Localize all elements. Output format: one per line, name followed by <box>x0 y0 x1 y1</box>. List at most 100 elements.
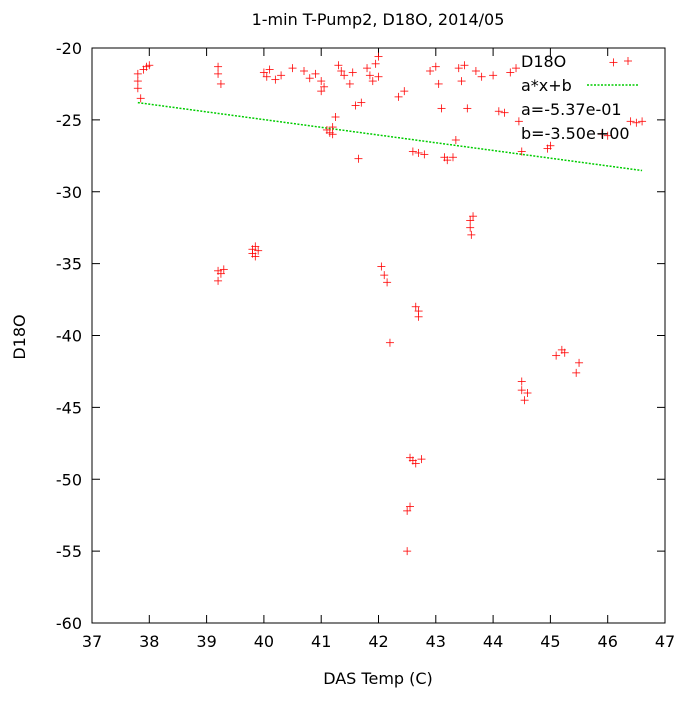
data-point <box>517 377 526 386</box>
data-point <box>546 141 555 150</box>
data-point <box>214 276 223 285</box>
data-point <box>457 77 466 86</box>
data-point <box>431 62 440 71</box>
data-point <box>517 147 526 156</box>
data-point <box>411 459 420 468</box>
data-point <box>520 396 529 405</box>
data-point <box>337 67 346 75</box>
data-point <box>403 547 412 556</box>
data-point <box>271 75 280 84</box>
data-point <box>500 108 509 117</box>
x-tick-label: 45 <box>540 632 560 651</box>
data-point <box>597 130 606 139</box>
y-tick-label: -55 <box>56 542 82 561</box>
data-point <box>317 87 326 96</box>
data-point <box>426 67 435 75</box>
data-point <box>454 64 463 73</box>
data-point <box>133 69 142 78</box>
y-tick-label: -25 <box>56 111 82 130</box>
data-point <box>494 107 503 116</box>
y-tick-label: -30 <box>56 183 82 202</box>
data-point <box>406 502 415 511</box>
data-point <box>467 230 476 239</box>
data-point <box>411 302 420 311</box>
x-tick-label: 46 <box>598 632 618 651</box>
data-point <box>434 79 443 88</box>
data-point <box>300 67 309 75</box>
data-point <box>477 72 486 81</box>
legend: D18O a*x+b a=-5.37e-01 b=-3.50e+00 <box>521 52 638 143</box>
annotation-intercept: b=-3.50e+00 <box>521 124 630 143</box>
data-point <box>632 118 641 127</box>
data-point <box>214 69 223 78</box>
data-point <box>288 64 297 73</box>
x-tick-label: 47 <box>655 632 675 651</box>
data-point <box>466 223 475 232</box>
fit-line <box>137 101 643 172</box>
data-point <box>463 104 472 113</box>
data-point <box>489 71 498 80</box>
data-point <box>394 92 403 101</box>
data-point <box>638 117 647 126</box>
data-point <box>377 262 386 271</box>
data-point <box>317 77 326 86</box>
data-point <box>383 278 392 287</box>
data-point <box>469 212 478 221</box>
x-tick-label: 44 <box>483 632 503 651</box>
data-point <box>626 117 635 126</box>
data-point <box>517 386 526 395</box>
data-point <box>363 64 372 73</box>
chart-title: 1-min T-Pump2, D18O, 2014/05 <box>252 10 505 29</box>
data-point <box>368 77 377 86</box>
data-point <box>437 104 446 113</box>
data-point <box>371 59 380 68</box>
x-axis-label: DAS Temp (C) <box>323 669 433 688</box>
y-tick-label: -20 <box>56 39 82 58</box>
data-point <box>340 71 349 80</box>
data-point <box>506 68 515 77</box>
data-point <box>408 147 417 156</box>
data-point <box>403 506 412 515</box>
data-point <box>262 72 271 81</box>
legend-label-fit: a*x+b <box>521 76 572 95</box>
data-point <box>311 69 320 78</box>
data-point <box>603 131 612 140</box>
data-point <box>277 71 286 80</box>
data-point <box>609 58 618 67</box>
x-tick-label: 41 <box>311 632 331 651</box>
x-tick-label: 40 <box>254 632 274 651</box>
y-tick-label: -45 <box>56 398 82 417</box>
data-point <box>219 265 228 274</box>
data-point <box>552 351 561 360</box>
data-point <box>443 156 452 165</box>
y-tick-label: -35 <box>56 255 82 274</box>
data-point <box>460 61 469 70</box>
x-tick-label: 43 <box>426 632 446 651</box>
data-point <box>328 123 337 132</box>
x-tick-label: 37 <box>82 632 102 651</box>
data-point <box>560 348 569 357</box>
annotation-slope: a=-5.37e-01 <box>521 100 622 119</box>
data-point <box>136 94 145 103</box>
y-tick-label: -50 <box>56 470 82 489</box>
data-point <box>265 65 274 74</box>
x-tick-label: 38 <box>139 632 159 651</box>
data-point <box>334 61 343 70</box>
data-point <box>214 62 223 71</box>
data-point <box>133 77 142 86</box>
data-point <box>512 64 521 73</box>
y-tick-label: -60 <box>56 614 82 633</box>
data-point <box>254 246 263 255</box>
data-point <box>216 79 225 88</box>
data-point <box>328 130 337 139</box>
data-point <box>575 358 584 367</box>
y-tick-label: -40 <box>56 327 82 346</box>
data-point <box>365 71 374 80</box>
data-point <box>216 269 225 278</box>
data-point <box>251 252 260 261</box>
x-tick-label: 42 <box>368 632 388 651</box>
legend-marker-d18o <box>624 57 632 65</box>
legend-label-d18o: D18O <box>521 52 566 71</box>
data-point <box>348 68 357 77</box>
